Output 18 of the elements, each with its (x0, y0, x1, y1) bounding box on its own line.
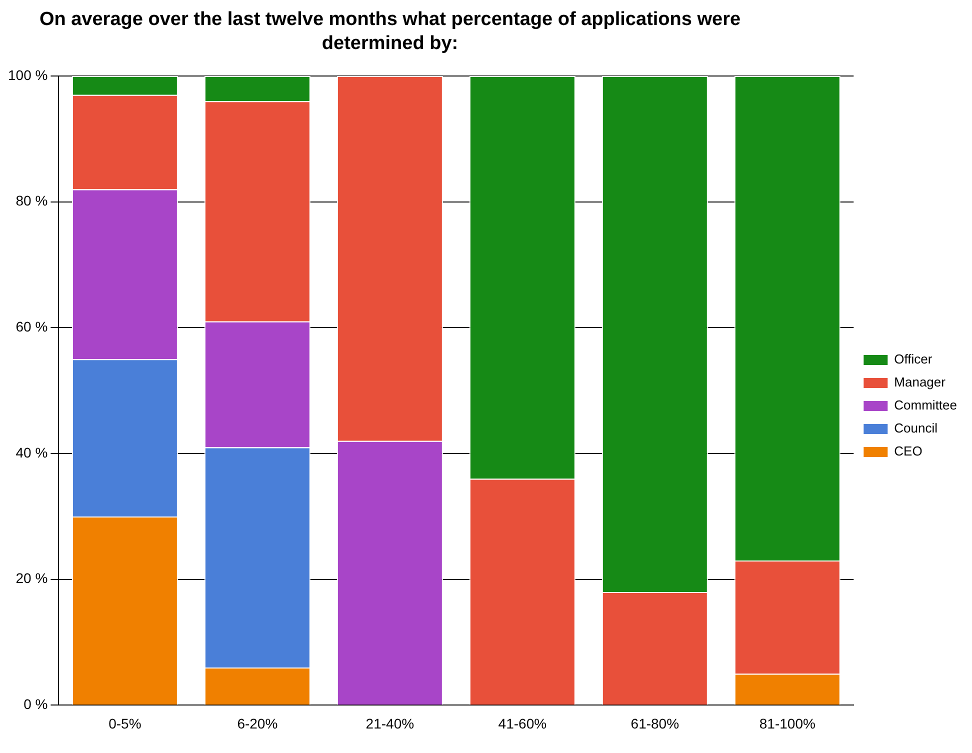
x-tick-label: 21-40% (366, 715, 414, 732)
y-tick-label: 100 % (8, 66, 48, 83)
legend-label: Officer (894, 352, 933, 367)
x-tick-label: 6-20% (237, 715, 278, 732)
legend-label: Council (894, 420, 938, 436)
chart-title: On average over the last twelve months what percentage of applications were determined by: (38, 8, 742, 56)
legend-label: Manager (894, 374, 946, 390)
x-tick-label: 41-60% (498, 715, 547, 732)
legend-label: CEO (894, 444, 922, 459)
y-tick-label: 60 % (16, 318, 48, 335)
legend-label: Committee (894, 398, 958, 413)
y-tick-label: 80 % (16, 192, 48, 209)
y-tick-label: 40 % (16, 444, 48, 460)
x-tick-label: 61-80% (630, 715, 680, 732)
y-tick-label: 0 % (24, 696, 48, 712)
x-tick-label: 81-100% (759, 715, 816, 732)
x-tick-label: 0-5% (108, 715, 142, 732)
y-tick-label: 20 % (16, 570, 48, 586)
